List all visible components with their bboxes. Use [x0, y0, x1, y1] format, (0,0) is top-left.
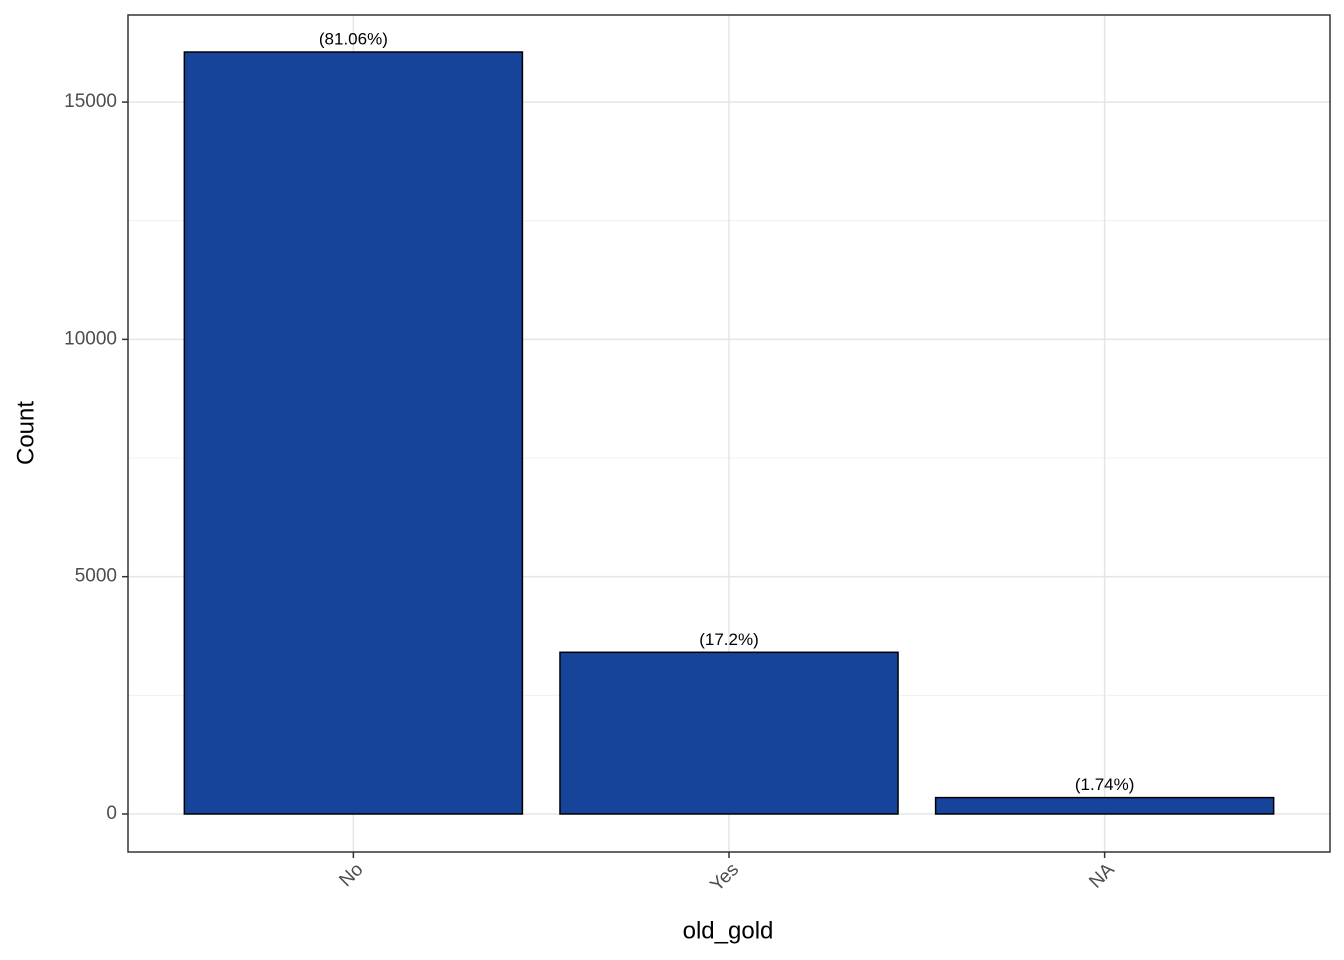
bar-label: (17.2%) — [699, 630, 759, 649]
y-tick-label: 15000 — [64, 91, 117, 112]
plot-border — [127, 14, 1331, 853]
y-tick-label: 5000 — [75, 566, 117, 587]
y-tick-label: 10000 — [64, 328, 117, 349]
bar — [559, 651, 899, 815]
bar-label: (1.74%) — [1075, 775, 1135, 794]
y-axis-title: Count — [12, 401, 39, 465]
bar — [934, 796, 1275, 815]
bar — [183, 51, 524, 815]
bar-label: (81.06%) — [319, 30, 388, 49]
y-tick-label: 0 — [106, 803, 117, 824]
x-axis-title: old_gold — [683, 917, 774, 944]
